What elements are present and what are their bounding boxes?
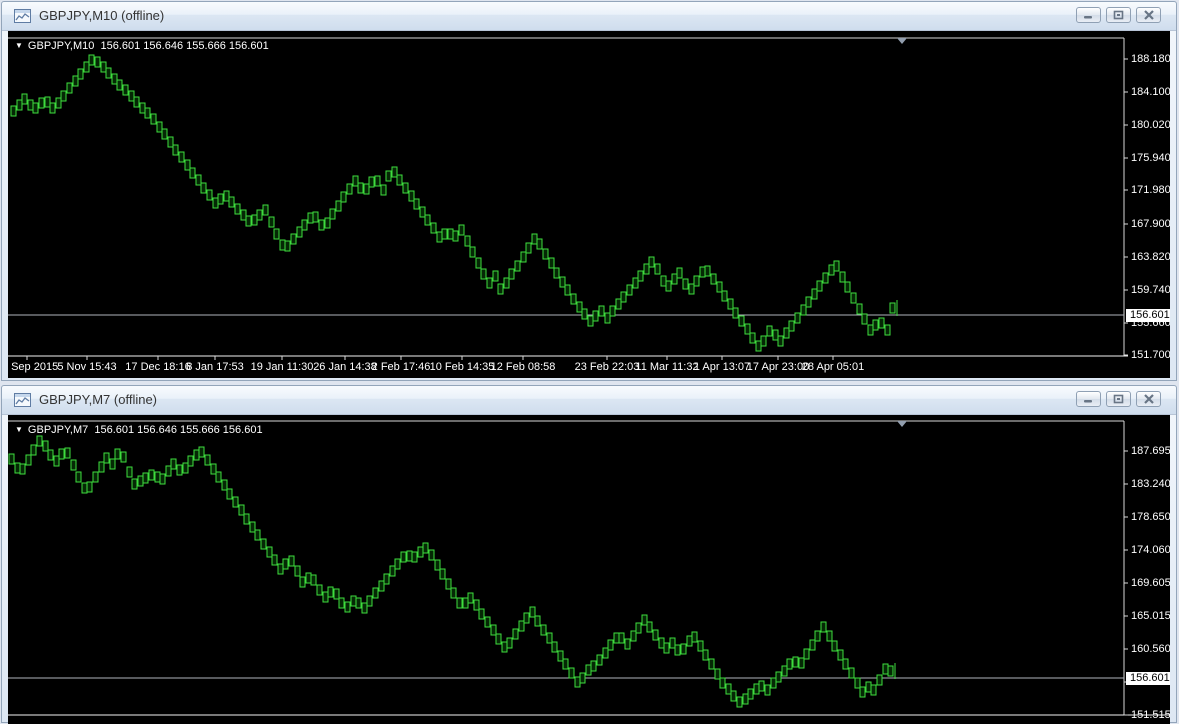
chevron-down-icon: ▼	[15, 41, 23, 50]
price-axis-label: 159.740	[1131, 284, 1170, 296]
price-axis-label: 165.015	[1131, 610, 1170, 622]
autoscroll-marker-icon	[897, 38, 907, 44]
price-axis-label: 163.820	[1131, 251, 1170, 263]
price-axis-label: 175.940	[1131, 152, 1170, 164]
autoscroll-marker-icon	[897, 421, 907, 427]
current-price-box: 156.601	[1126, 309, 1170, 322]
titlebar-m7[interactable]: GBPJPY,M7 (offline)	[2, 386, 1176, 415]
current-price-box: 156.601	[1126, 672, 1170, 685]
ohlc-text: GBPJPY,M10 156.601 156.646 155.666 156.6…	[27, 40, 269, 52]
offline-chart-icon	[14, 9, 31, 23]
price-axis-label: 160.560	[1131, 643, 1170, 655]
chart-window-m10: GBPJPY,M10 (offline) ▼ GBPJPY,M10 156.60	[1, 1, 1177, 381]
price-axis-label: 171.980	[1131, 184, 1170, 196]
price-axis-label: 169.605	[1131, 577, 1170, 589]
time-axis-label: 19 Jan 11:30	[250, 361, 314, 373]
close-icon	[1143, 394, 1154, 404]
price-axis-label: 151.700	[1131, 349, 1170, 361]
restore-button[interactable]	[1106, 391, 1131, 407]
price-axis-label: 187.695	[1131, 445, 1170, 457]
time-axis-label: 11 Mar 11:32	[635, 361, 699, 373]
price-axis-label: 180.020	[1131, 119, 1170, 131]
close-button[interactable]	[1136, 7, 1161, 23]
offline-chart-icon	[14, 393, 31, 407]
time-axis-label: 28 Apr 05:01	[801, 361, 865, 373]
chevron-down-icon: ▼	[15, 425, 23, 434]
window-controls	[1076, 391, 1161, 407]
price-axis-label: 167.900	[1131, 218, 1170, 230]
minimize-button[interactable]	[1076, 7, 1101, 23]
minimize-button[interactable]	[1076, 391, 1101, 407]
time-axis-label: 12 Feb 08:58	[490, 361, 556, 373]
chart-window-m7: GBPJPY,M7 (offline) ▼ GBPJPY,M7 156.601	[1, 385, 1177, 724]
price-axis-label: 178.650	[1131, 511, 1170, 523]
price-axis-label: 188.180	[1131, 53, 1170, 65]
renko-plot[interactable]	[8, 415, 1170, 724]
time-axis-label: 2 Feb 17:46	[371, 361, 431, 373]
price-axis-label: 184.100	[1131, 86, 1170, 98]
renko-plot[interactable]	[8, 31, 1170, 378]
window-title: GBPJPY,M7 (offline)	[39, 392, 158, 407]
ohlc-text: GBPJPY,M7 156.601 156.646 155.666 156.60…	[27, 424, 263, 436]
ohlc-header: ▼ GBPJPY,M7 156.601 156.646 155.666 156.6…	[15, 424, 263, 436]
candles-group	[8, 435, 894, 708]
price-axis-label: 174.060	[1131, 544, 1170, 556]
ohlc-header: ▼ GBPJPY,M10 156.601 156.646 155.666 156.…	[15, 40, 269, 52]
time-axis-label: 26 Jan 14:38	[313, 361, 377, 373]
window-controls	[1076, 7, 1161, 23]
restore-icon	[1113, 394, 1124, 403]
price-axis-label: 183.240	[1131, 478, 1170, 490]
price-axis-label: 151.515	[1131, 709, 1170, 721]
restore-button[interactable]	[1106, 7, 1131, 23]
time-axis-label: 17 Apr 23:00	[746, 361, 810, 373]
chart-area-m7[interactable]: ▼ GBPJPY,M7 156.601 156.646 155.666 156.6…	[8, 415, 1170, 724]
time-axis-label: 28 Sep 2015	[8, 361, 59, 373]
time-axis-label: 5 Nov 15:43	[57, 361, 117, 373]
time-axis-label: 10 Feb 14:35	[429, 361, 495, 373]
close-button[interactable]	[1136, 391, 1161, 407]
minimize-icon	[1084, 400, 1092, 403]
time-axis-label: 8 Jan 17:53	[186, 361, 244, 373]
time-axis-label: 23 Feb 22:03	[574, 361, 640, 373]
close-icon	[1143, 10, 1154, 20]
time-axis-label: 1 Apr 13:07	[693, 361, 751, 373]
chart-area-m10[interactable]: ▼ GBPJPY,M10 156.601 156.646 155.666 156.…	[8, 31, 1170, 378]
titlebar-m10[interactable]: GBPJPY,M10 (offline)	[2, 2, 1176, 31]
window-title: GBPJPY,M10 (offline)	[39, 8, 165, 23]
time-axis-label: 17 Dec 18:16	[125, 361, 191, 373]
restore-icon	[1113, 10, 1124, 19]
candles-group	[10, 54, 896, 352]
minimize-icon	[1084, 16, 1092, 19]
